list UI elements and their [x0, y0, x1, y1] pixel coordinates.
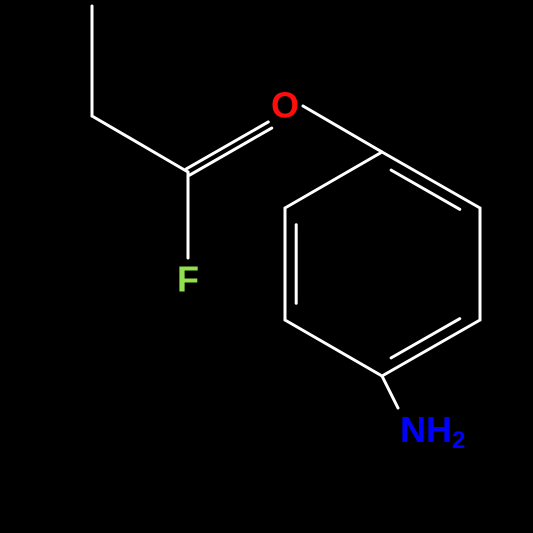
atom-label: F [177, 259, 199, 300]
molecule-diagram: O F NH2 [0, 0, 533, 533]
atom-label-nh2: NH2 [400, 409, 465, 455]
atom-label: O [271, 85, 299, 126]
